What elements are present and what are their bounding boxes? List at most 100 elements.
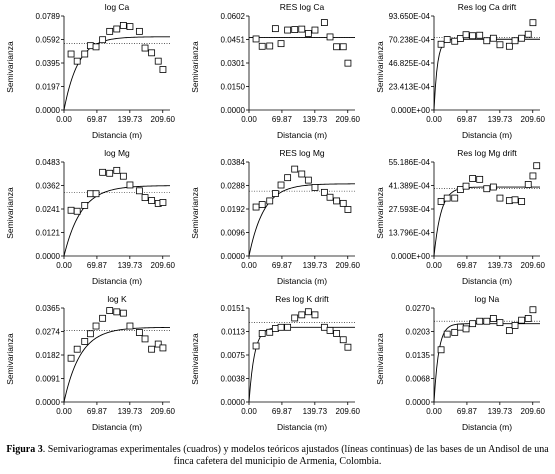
- y-axis-label: Semivarianza: [375, 333, 385, 385]
- axis-frame: [433, 162, 540, 257]
- y-tick-label: 0.0301: [221, 59, 246, 68]
- data-point: [99, 314, 107, 322]
- data-point: [135, 329, 143, 336]
- data-point: [154, 340, 162, 348]
- y-tick-label: 0.0135: [406, 351, 431, 360]
- data-point: [456, 323, 464, 331]
- y-tick-label: 0.0365: [36, 304, 61, 313]
- x-tick-label: 0.00: [426, 261, 442, 270]
- y-tick-label: 0.0000: [221, 106, 246, 115]
- data-point: [284, 174, 292, 182]
- semivariogram-panel: 0.000E+00 13.796E-04 27.593E-04 41.389E-04 5…: [370, 146, 555, 292]
- panel-title: log Mg: [104, 148, 130, 158]
- data-point: [266, 197, 274, 205]
- data-point: [159, 66, 167, 73]
- y-tick-label: 93.650E-04: [389, 12, 431, 21]
- y-tick-label: 0.0395: [36, 59, 61, 68]
- data-point: [320, 323, 328, 331]
- data-point: [311, 311, 319, 319]
- x-tick-label: 0.00: [56, 261, 72, 270]
- data-point: [524, 181, 532, 188]
- y-axis-label: Semivarianza: [190, 333, 200, 385]
- y-tick-label: 41.389E-04: [389, 182, 431, 191]
- x-tick-label: 139.73: [488, 261, 513, 270]
- data-point: [277, 323, 285, 331]
- x-tick-label: 139.73: [303, 261, 328, 270]
- y-tick-label: 0.0113: [221, 328, 245, 337]
- panel-plot: 0.0000 0.0038 0.0075 0.0113 0.0151 0.00 69.87 1…: [221, 304, 361, 416]
- data-point: [437, 346, 445, 354]
- y-tick-label: 13.796E-04: [389, 229, 431, 238]
- x-tick-label: 209.60: [151, 115, 176, 124]
- data-point: [518, 316, 526, 324]
- y-tick-label: 0.0000: [221, 398, 246, 407]
- panel-title: log Ca: [104, 2, 130, 12]
- y-tick-label: 0.0151: [221, 304, 246, 313]
- data-point: [451, 37, 459, 45]
- y-tick-label: 0.0602: [221, 12, 246, 21]
- x-tick-label: 69.87: [272, 407, 293, 416]
- x-axis-label: Distancia (m): [91, 130, 143, 140]
- data-point: [266, 42, 274, 50]
- data-point: [67, 50, 75, 58]
- data-point: [159, 199, 167, 206]
- data-point: [524, 30, 532, 38]
- x-tick-label: 0.00: [426, 407, 442, 416]
- data-point: [524, 315, 532, 322]
- data-point: [511, 322, 519, 329]
- data-point: [135, 27, 143, 35]
- data-point: [119, 172, 127, 180]
- data-point: [469, 32, 477, 40]
- data-point: [304, 176, 312, 184]
- data-point: [252, 203, 260, 211]
- x-tick-label: 69.87: [457, 261, 478, 270]
- x-tick-label: 0.00: [241, 115, 257, 124]
- data-point: [148, 197, 156, 204]
- data-point: [81, 201, 89, 209]
- data-point: [496, 319, 504, 327]
- data-point: [518, 198, 526, 205]
- data-point: [99, 36, 107, 44]
- x-tick-label: 0.00: [56, 115, 72, 124]
- semivariogram-grid: 0.0000 0.0197 0.0395 0.0592 0.0789 0.00 69.87 1…: [5, 0, 555, 438]
- data-point: [333, 330, 341, 337]
- y-tick-label: 0.0270: [406, 304, 431, 313]
- data-point: [73, 345, 81, 353]
- data-point: [437, 198, 445, 205]
- x-tick-label: 139.73: [118, 115, 143, 124]
- data-point: [271, 190, 279, 197]
- y-axis-label: Semivarianza: [5, 187, 15, 239]
- data-point: [86, 330, 94, 338]
- data-point: [252, 342, 260, 350]
- data-point: [81, 338, 89, 345]
- x-tick-label: 69.87: [87, 115, 108, 124]
- x-tick-label: 139.73: [118, 407, 143, 416]
- y-tick-label: 46.825E-04: [389, 59, 431, 68]
- data-point: [277, 40, 285, 48]
- panel-title: Res log K drift: [275, 294, 329, 304]
- semivariogram-panel: 0.000E+00 23.413E-04 46.825E-04 70.238E-04 9…: [370, 0, 555, 146]
- data-point: [106, 27, 114, 35]
- semivariogram-panel: 0.0000 0.0068 0.0135 0.0203 0.0270 0.00 69.87 1…: [370, 292, 555, 438]
- panel-plot: 0.0000 0.0096 0.0192 0.0288 0.0384 0.00 69.87 1…: [221, 158, 361, 270]
- y-tick-label: 0.0091: [36, 375, 61, 384]
- data-point: [99, 168, 107, 176]
- data-point: [311, 26, 319, 34]
- data-point: [505, 42, 513, 50]
- x-tick-label: 209.60: [151, 261, 176, 270]
- y-tick-label: 0.000E+00: [391, 252, 430, 261]
- x-tick-label: 139.73: [488, 407, 513, 416]
- x-tick-label: 69.87: [87, 407, 108, 416]
- data-point: [344, 59, 352, 67]
- data-point: [298, 25, 306, 33]
- data-point: [339, 336, 347, 344]
- panel-plot: 0.0000 0.0197 0.0395 0.0592 0.0789 0.00 69.87 1…: [36, 12, 176, 124]
- data-point: [126, 181, 134, 189]
- y-tick-label: 0.0789: [36, 12, 61, 21]
- y-tick-label: 70.238E-04: [389, 36, 431, 45]
- data-point: [73, 57, 81, 65]
- y-tick-label: 0.000E+00: [391, 106, 430, 115]
- data-point: [154, 57, 162, 65]
- x-tick-label: 69.87: [457, 115, 478, 124]
- x-tick-label: 209.60: [336, 261, 361, 270]
